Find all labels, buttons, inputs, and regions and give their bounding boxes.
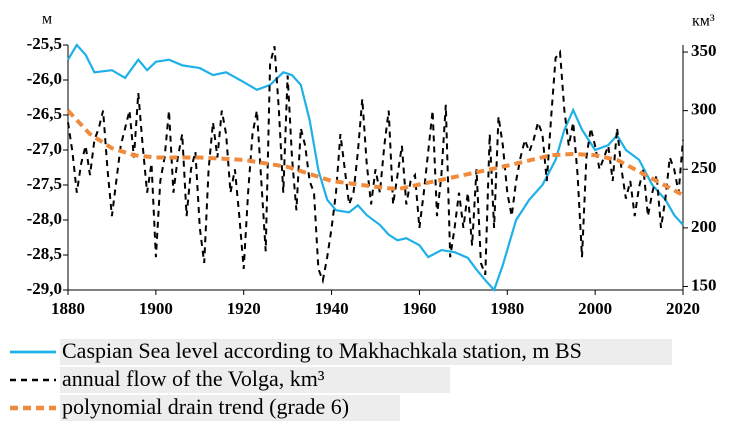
series-line bbox=[67, 43, 684, 293]
series-line bbox=[66, 109, 684, 197]
y2-axis-label: км³ bbox=[692, 13, 715, 30]
y2-tick-label: 350 bbox=[691, 41, 717, 60]
y-tick-label: -26,5 bbox=[27, 104, 62, 123]
y-tick-label: -27,5 bbox=[27, 174, 62, 193]
legend-bg bbox=[60, 367, 450, 393]
y-tick-label: -27,0 bbox=[27, 139, 62, 158]
x-tick-label: 1940 bbox=[315, 299, 349, 318]
y-tick-label: -28,5 bbox=[27, 244, 62, 263]
y-tick-label: -29,0 bbox=[27, 279, 62, 298]
legend-label: Caspian Sea level according to Makhachka… bbox=[62, 338, 582, 363]
y2-tick-label: 200 bbox=[691, 217, 717, 236]
x-tick-label: 2000 bbox=[578, 299, 612, 318]
x-tick-label: 1920 bbox=[227, 299, 261, 318]
series-line bbox=[67, 45, 684, 285]
y-tick-label: -26,0 bbox=[27, 69, 62, 88]
legend-label: polynomial drain trend (grade 6) bbox=[62, 394, 349, 419]
x-tick-label: 1900 bbox=[139, 299, 173, 318]
y2-tick-label: 150 bbox=[691, 275, 717, 294]
legend-bg bbox=[60, 339, 672, 365]
x-tick-label: 2020 bbox=[666, 299, 700, 318]
legend-bg bbox=[60, 395, 400, 421]
x-tick-label: 1880 bbox=[51, 299, 85, 318]
x-tick-label: 1960 bbox=[402, 299, 436, 318]
legend-label: annual flow of the Volga, km³ bbox=[62, 366, 325, 391]
y-tick-label: -25,5 bbox=[27, 34, 62, 53]
y2-tick-label: 250 bbox=[691, 158, 717, 177]
x-tick-label: 1980 bbox=[490, 299, 524, 318]
y2-tick-label: 300 bbox=[691, 100, 717, 119]
y-axis-label: м bbox=[42, 11, 52, 28]
y-tick-label: -28,0 bbox=[27, 209, 62, 228]
